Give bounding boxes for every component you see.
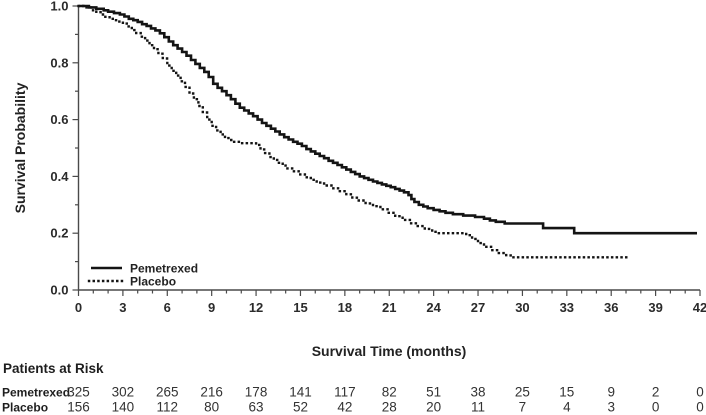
risk-count: 3 [607, 400, 615, 415]
risk-count: 63 [249, 400, 264, 415]
y-axis-ticks: 0.0 0.2 0.4 0.6 0.8 1.0 [50, 0, 79, 298]
x-tick-label: 21 [382, 300, 396, 315]
y-tick-label: 0.0 [50, 283, 68, 298]
x-axis-ticks: 0 3 6 9 12 15 18 21 24 27 30 33 36 39 42 [75, 290, 706, 315]
risk-count: 82 [382, 385, 397, 400]
risk-count: 15 [559, 385, 574, 400]
risk-count: 117 [334, 385, 356, 400]
y-tick-label: 0.8 [50, 55, 68, 70]
axis-frame [77, 6, 700, 291]
x-tick-label: 33 [560, 300, 574, 315]
y-tick-label: 0.2 [50, 226, 68, 241]
risk-count: 325 [67, 385, 90, 400]
y-axis-title: Survival Probability [12, 82, 28, 213]
risk-count: 2 [652, 385, 660, 400]
x-tick-label: 24 [426, 300, 441, 315]
risk-count: 0 [652, 400, 660, 415]
risk-count: 28 [382, 400, 397, 415]
risk-table-title: Patients at Risk [3, 361, 104, 376]
legend-label-pemetrexed: Pemetrexed [130, 262, 198, 276]
risk-count: 80 [204, 400, 219, 415]
x-tick-label: 15 [293, 300, 307, 315]
x-tick-label: 12 [249, 300, 263, 315]
risk-count: 0 [696, 385, 704, 400]
x-tick-label: 6 [164, 300, 171, 315]
x-tick-label: 39 [648, 300, 662, 315]
x-tick-label: 30 [515, 300, 529, 315]
risk-row-label-pemetrexed: Pemetrexed [2, 386, 70, 400]
risk-count: 25 [515, 385, 530, 400]
y-tick-label: 1.0 [50, 0, 68, 14]
legend: Pemetrexed Placebo [87, 262, 198, 289]
risk-count: 20 [426, 400, 441, 415]
risk-count: 4 [563, 400, 571, 415]
x-tick-label: 36 [604, 300, 618, 315]
risk-count: 141 [289, 385, 312, 400]
risk-row-label-placebo: Placebo [2, 401, 48, 415]
x-axis-title: Survival Time (months) [312, 343, 467, 359]
y-tick-label: 0.4 [50, 169, 69, 184]
risk-count: 216 [200, 385, 223, 400]
risk-count: 302 [112, 385, 135, 400]
pemetrexed-curve [78, 4, 697, 235]
x-tick-label: 3 [119, 300, 126, 315]
placebo-curve [77, 4, 632, 259]
risk-count: 265 [156, 385, 179, 400]
risk-count: 112 [157, 400, 179, 415]
legend-label-placebo: Placebo [130, 275, 176, 289]
risk-count: 140 [112, 400, 135, 415]
risk-count: 11 [471, 400, 485, 415]
risk-count: 51 [426, 385, 441, 400]
y-tick-label: 0.6 [50, 112, 68, 127]
x-tick-label: 0 [75, 300, 82, 315]
risk-count: 9 [607, 385, 615, 400]
risk-count: 0 [696, 400, 704, 415]
risk-count: 52 [293, 400, 308, 415]
risk-count: 178 [245, 385, 268, 400]
risk-count: 156 [67, 400, 90, 415]
risk-count: 38 [471, 385, 486, 400]
patients-at-risk-table: Patients at Risk Pemetrexed Placebo 325 3… [2, 361, 704, 415]
x-tick-label: 9 [208, 300, 215, 315]
risk-count: 7 [519, 400, 527, 415]
x-tick-label: 18 [338, 300, 352, 315]
x-tick-label: 27 [471, 300, 485, 315]
risk-count: 42 [337, 400, 352, 415]
x-tick-label: 42 [693, 300, 706, 315]
